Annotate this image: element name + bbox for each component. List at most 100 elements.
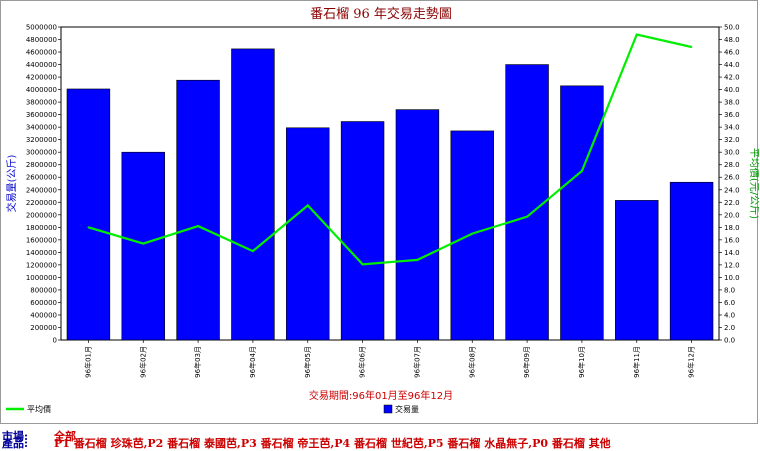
line-point (197, 225, 199, 227)
y-right-axis-label: 平均價(元/公斤) (748, 148, 759, 219)
line-point (306, 204, 309, 207)
y-left-tick-label: 4200000 (26, 74, 57, 82)
bar (395, 109, 440, 341)
x-tick-label: 96年05月 (303, 346, 312, 378)
line-point (416, 259, 419, 261)
y-right-tick-label: 14.0 (724, 249, 740, 257)
y-right-tick-label: 24.0 (724, 186, 740, 194)
bar (231, 48, 275, 341)
x-tick-label: 96年07月 (412, 346, 421, 378)
bar (66, 88, 111, 341)
x-tick-label: 96年04月 (248, 346, 257, 378)
y-right-tick-label: 28.0 (724, 161, 740, 169)
bar (669, 181, 714, 341)
x-axis-label: 交易期間:96年01月至96年12月 (309, 389, 453, 402)
y-right-tick-label: 12.0 (724, 261, 740, 269)
market-row: 市場: 全部 (2, 428, 76, 444)
bar (560, 85, 604, 341)
y-left-tick-label: 1400000 (26, 249, 57, 257)
y-right-tick-label: 16.0 (724, 236, 740, 244)
line-point (87, 226, 90, 229)
product-label: 產品: (2, 437, 29, 450)
x-tick-label: 96年10月 (577, 346, 586, 378)
y-right-tick-label: 2.0 (724, 324, 735, 332)
y-left-tick-label: 3000000 (26, 149, 57, 157)
y-left-axis-label: 交易量(公斤) (5, 155, 18, 213)
chart-title: 番石榴 96 年交易走勢圖 (310, 6, 452, 22)
y-right-tick-label: 40.0 (724, 86, 740, 94)
plot-area (60, 26, 720, 341)
y-right-tick-label: 38.0 (724, 99, 740, 107)
x-tick-label: 96年01月 (83, 346, 92, 378)
y-right-tick-label: 42.0 (724, 74, 740, 82)
bar (450, 130, 494, 341)
y-left-tick-label: 2800000 (26, 161, 57, 169)
x-tick-label: 96年09月 (522, 346, 531, 378)
y-left-tick-label: 1000000 (26, 274, 57, 282)
y-left-tick-label: 4000000 (26, 86, 57, 94)
y-right-tick-label: 10.0 (724, 274, 740, 282)
y-left-tick-label: 2200000 (26, 199, 57, 207)
legend-volume: 交易量 (395, 404, 419, 414)
bar (121, 151, 165, 341)
x-tick-label: 96年11月 (632, 346, 641, 378)
x-tick-label: 96年02月 (138, 346, 147, 378)
y-left-tick-label: 800000 (30, 286, 57, 294)
y-left-tick-label: 2000000 (26, 211, 57, 219)
y-right-tick-label: 46.0 (724, 49, 740, 57)
y-right-tick-label: 44.0 (724, 61, 740, 69)
chart: 番石榴 96 年交易走勢圖 0 200000 400000 600000 800000 10… (5, 6, 759, 414)
y-left-tick-label: 5000000 (26, 24, 57, 32)
y-left-tick-label: 600000 (30, 299, 57, 307)
y-left-tick-label: 2600000 (26, 174, 57, 182)
y-left-tick-label: 3600000 (26, 111, 57, 119)
y-left-tick-label: 3400000 (26, 124, 57, 132)
y-right-tick-label: 30.0 (724, 149, 740, 157)
y-left-tick-label: 0 (53, 337, 57, 345)
bar (286, 127, 330, 341)
y-left-tick-label: 400000 (30, 311, 57, 319)
y-right-tick-label: 8.0 (724, 286, 735, 294)
market-label: 市場: (2, 430, 29, 443)
legend-avg-price: 平均價 (27, 404, 51, 414)
line-series-avg-price (88, 33, 692, 266)
y-left-tick-label: 1600000 (26, 236, 57, 244)
y-right-tick-label: 20.0 (724, 211, 740, 219)
line-point (526, 215, 528, 218)
y-right-tick-label: 6.0 (724, 299, 735, 307)
y-left-tick-label: 1800000 (26, 224, 57, 232)
y-left-tick-label: 3800000 (26, 99, 57, 107)
y-left-tick-label: 2400000 (26, 186, 57, 194)
bar (615, 200, 659, 341)
line-point (361, 263, 364, 266)
product-row: 產品: P1 番石榴 珍珠芭,P2 番石榴 泰國芭,P3 番石榴 帝王芭,P4 番… (2, 435, 611, 451)
y-right-tick-label: 36.0 (724, 111, 740, 119)
x-tick-label: 96年08月 (467, 346, 476, 378)
y-left-tick-label: 1200000 (26, 261, 57, 269)
line-point (581, 170, 583, 172)
bar (176, 79, 220, 341)
y-left-tick-label: 3200000 (26, 136, 57, 144)
y-right-tick-label: 48.0 (724, 36, 740, 44)
product-value: P1 番石榴 珍珠芭,P2 番石榴 泰國芭,P3 番石榴 帝王芭,P4 番石榴 … (54, 437, 611, 450)
market-value: 全部 (54, 430, 76, 443)
y-left-tick-label: 4600000 (26, 49, 57, 57)
line-point (252, 250, 254, 252)
line-point (471, 232, 474, 235)
y-right-tick-label: 32.0 (724, 136, 740, 144)
line-point (635, 33, 638, 36)
y-left-tick-label: 4400000 (26, 61, 57, 69)
bar (505, 64, 549, 341)
x-tick-label: 96年03月 (193, 346, 202, 378)
y-right-tick-label: 22.0 (724, 199, 740, 207)
line-point (690, 46, 693, 48)
y-right-tick-label: 50.0 (724, 24, 740, 32)
y-right-tick-label: 18.0 (724, 224, 740, 232)
y-right-tick-label: 26.0 (724, 174, 740, 182)
chart-frame: 番石榴 96 年交易走勢圖 0 200000 400000 600000 800000 10… (0, 0, 759, 424)
bar (340, 121, 385, 341)
x-tick-label: 96年12月 (687, 346, 696, 378)
y-right-tick-label: 0.0 (724, 337, 735, 345)
y-left-tick-label: 4800000 (26, 36, 57, 44)
y-right-tick-label: 34.0 (724, 124, 740, 132)
